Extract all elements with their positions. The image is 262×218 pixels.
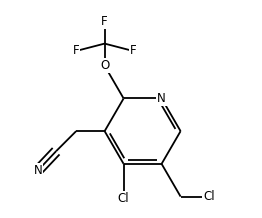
Text: O: O xyxy=(100,59,109,72)
Text: F: F xyxy=(130,44,137,58)
Text: F: F xyxy=(73,44,79,58)
Text: N: N xyxy=(157,92,166,105)
Text: F: F xyxy=(101,15,108,28)
Text: Cl: Cl xyxy=(118,192,129,205)
Text: Cl: Cl xyxy=(203,190,215,203)
Text: N: N xyxy=(34,164,42,177)
